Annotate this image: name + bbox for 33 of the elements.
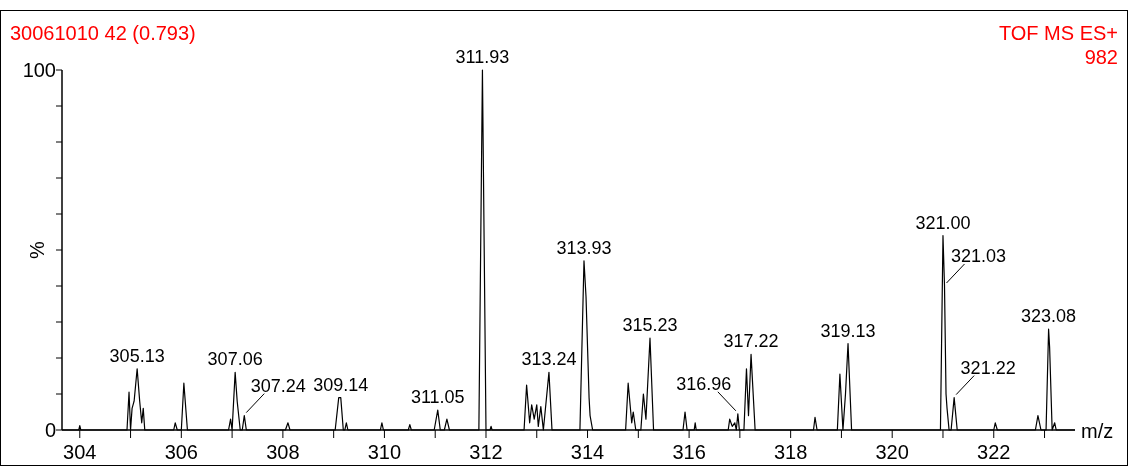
chart-title: 30061010 42 (0.793) — [10, 22, 196, 44]
y-tick-label: 0 — [44, 419, 56, 441]
annotation: 321.00 — [915, 212, 971, 233]
annotation: 307.06 — [207, 349, 263, 370]
annotation: 311.05 — [410, 387, 465, 408]
annotation: 309.14 — [313, 374, 369, 395]
text: 982 — [1084, 46, 1118, 68]
annotation: 323.08 — [1021, 306, 1077, 327]
annotation: 321.03 — [950, 246, 1007, 266]
x-tick-label: 308 — [266, 441, 300, 463]
annotation: 316.96 — [676, 373, 732, 394]
x-tick-label: 310 — [367, 441, 402, 463]
x-tick-label: 320 — [875, 441, 909, 463]
annotation: 313.93 — [556, 237, 612, 258]
annotation: 319.13 — [820, 320, 876, 341]
x-axis-title: m/z — [1081, 420, 1114, 442]
annotation: 305.13 — [109, 345, 165, 366]
y-axis-title: % — [26, 240, 48, 259]
annotation: 313.24 — [521, 349, 577, 370]
x-tick-label: 304 — [63, 441, 97, 463]
x-tick-label: 314 — [570, 441, 605, 463]
text: TOF MS ES+ — [998, 22, 1118, 44]
x-tick-label: 316 — [672, 441, 706, 463]
y-tick-label: 100 — [22, 59, 56, 81]
annotation: 311.93 — [455, 47, 510, 67]
annotation: 317.22 — [723, 331, 779, 352]
annotation: 307.24 — [250, 375, 306, 396]
annotation: 315.23 — [622, 315, 678, 336]
x-tick-label: 306 — [164, 441, 199, 463]
x-tick-label: 312 — [469, 441, 503, 463]
annotation: 321.22 — [960, 357, 1016, 378]
x-tick-label: 322 — [977, 441, 1011, 463]
x-tick-label: 318 — [773, 441, 808, 463]
